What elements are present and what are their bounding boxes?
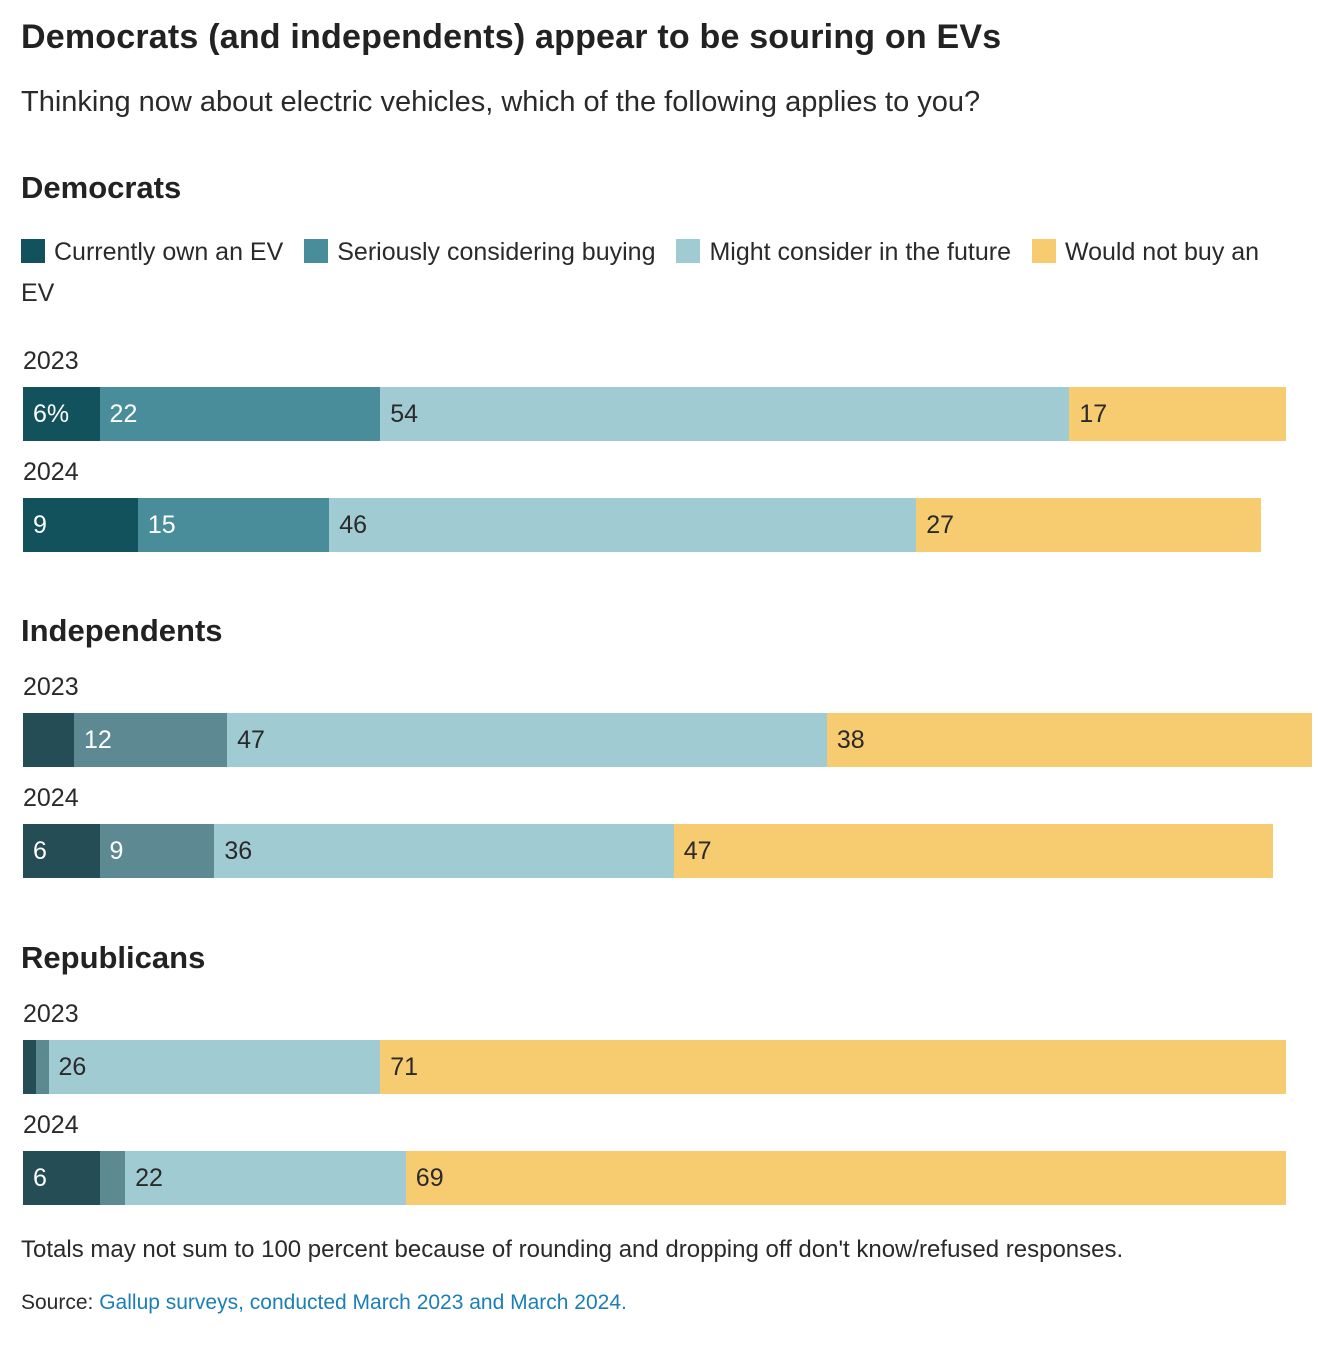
bar-segment-independents-2024-considering bbox=[99, 824, 215, 878]
legend-swatch-might bbox=[676, 239, 701, 263]
data-label-independents-2024-might: 36 bbox=[224, 837, 253, 865]
bar-segment-democrats-2023-considering bbox=[99, 387, 381, 441]
data-label-democrats-2024-would-not: 27 bbox=[926, 511, 954, 539]
legend: Currently own an EV Seriously considerin… bbox=[21, 232, 1301, 314]
bar-segment-republicans-2023-would-not bbox=[380, 1040, 1287, 1094]
data-label-independents-2023-might: 47 bbox=[237, 726, 265, 754]
legend-swatch-would-not bbox=[1031, 239, 1056, 263]
bar-segment-republicans-2024-might bbox=[125, 1151, 406, 1205]
data-label-democrats-2023-would-not: 17 bbox=[1079, 400, 1108, 428]
bar-segment-independents-2023-would-not bbox=[826, 713, 1312, 767]
bar-segment-democrats-2023-might bbox=[380, 387, 1070, 441]
data-label-democrats-2023-considering: 22 bbox=[109, 400, 138, 428]
bar-segment-independents-2023-might bbox=[227, 713, 827, 767]
bar-segment-independents-2024-own bbox=[23, 824, 100, 878]
bar-segment-independents-2024-would-not bbox=[673, 824, 1274, 878]
legend-item-would-not: Would not buy an EV bbox=[21, 238, 1259, 307]
data-label-democrats-2023-might: 54 bbox=[390, 400, 419, 428]
source-label: Source: bbox=[21, 1291, 94, 1314]
data-label-independents-2024-considering: 9 bbox=[109, 837, 124, 865]
data-label-democrats-2023-own: 6% bbox=[33, 400, 70, 428]
source-link[interactable]: Gallup surveys, conducted March 2023 and… bbox=[99, 1291, 627, 1314]
legend-swatch-considering bbox=[304, 239, 329, 263]
year-label-independents-2024: 2024 bbox=[23, 784, 79, 812]
group-title-independents: Independents bbox=[21, 613, 223, 648]
bar-segment-independents-2024-might bbox=[214, 824, 674, 878]
data-label-independents-2024-own: 6 bbox=[33, 837, 47, 865]
data-label-democrats-2024-might: 46 bbox=[339, 511, 368, 539]
bar-segment-independents-2023-considering bbox=[74, 713, 228, 767]
data-label-republicans-2024-own: 6 bbox=[33, 1164, 47, 1192]
source-note: Source: Gallup surveys, conducted March … bbox=[21, 1291, 627, 1315]
bar-segment-democrats-2024-might bbox=[329, 498, 917, 552]
data-label-independents-2024-would-not: 47 bbox=[683, 837, 712, 865]
data-label-democrats-2024-considering: 15 bbox=[147, 511, 176, 539]
chart-title: Democrats (and independents) appear to b… bbox=[21, 18, 1002, 56]
chart-subtitle: Thinking now about electric vehicles, wh… bbox=[21, 86, 981, 118]
group-title-republicans: Republicans bbox=[21, 940, 206, 975]
legend-item-might: Might consider in the future bbox=[676, 238, 1011, 266]
bar-segment-democrats-2023-own bbox=[23, 387, 100, 441]
year-label-democrats-2024: 2024 bbox=[23, 458, 79, 486]
legend-item-considering: Seriously considering buying bbox=[304, 238, 655, 266]
bar-segment-democrats-2023-would-not bbox=[1069, 387, 1287, 441]
data-label-republicans-2024-would-not: 69 bbox=[415, 1164, 444, 1192]
bar-segment-democrats-2024-would-not bbox=[916, 498, 1261, 552]
legend-label-considering: Seriously considering buying bbox=[337, 238, 656, 266]
data-label-republicans-2023-might: 26 bbox=[58, 1053, 87, 1081]
bar-segment-democrats-2024-considering bbox=[137, 498, 330, 552]
data-label-republicans-2023-would-not: 71 bbox=[390, 1053, 419, 1081]
bar-segment-republicans-2023-own bbox=[23, 1040, 36, 1094]
group-title-democrats: Democrats bbox=[21, 170, 182, 205]
data-label-independents-2023-would-not: 38 bbox=[836, 726, 865, 754]
legend-label-own: Currently own an EV bbox=[54, 238, 284, 266]
footnote: Totals may not sum to 100 percent becaus… bbox=[21, 1236, 1124, 1263]
year-label-republicans-2024: 2024 bbox=[23, 1111, 79, 1139]
bar-segment-republicans-2023-considering bbox=[35, 1040, 49, 1094]
year-label-republicans-2023: 2023 bbox=[23, 1000, 79, 1028]
year-label-democrats-2023: 2023 bbox=[23, 347, 79, 375]
data-label-republicans-2024-might: 22 bbox=[135, 1164, 163, 1192]
bar-segment-republicans-2024-would-not bbox=[405, 1151, 1287, 1205]
bar-segment-republicans-2024-considering bbox=[99, 1151, 126, 1205]
year-label-independents-2023: 2023 bbox=[23, 673, 79, 701]
legend-label-might: Might consider in the future bbox=[709, 238, 1011, 266]
bar-segment-independents-2023-own bbox=[23, 713, 75, 767]
legend-label-would-not: Would not buy an EV bbox=[21, 238, 1260, 307]
legend-swatch-own bbox=[21, 239, 45, 263]
data-label-democrats-2024-own: 9 bbox=[33, 511, 47, 539]
bar-segment-republicans-2024-own bbox=[23, 1151, 100, 1205]
legend-item-own: Currently own an EV bbox=[21, 238, 283, 266]
bar-segment-republicans-2023-might bbox=[48, 1040, 381, 1094]
data-label-independents-2023-considering: 12 bbox=[84, 726, 112, 754]
bar-segment-democrats-2024-own bbox=[23, 498, 138, 552]
